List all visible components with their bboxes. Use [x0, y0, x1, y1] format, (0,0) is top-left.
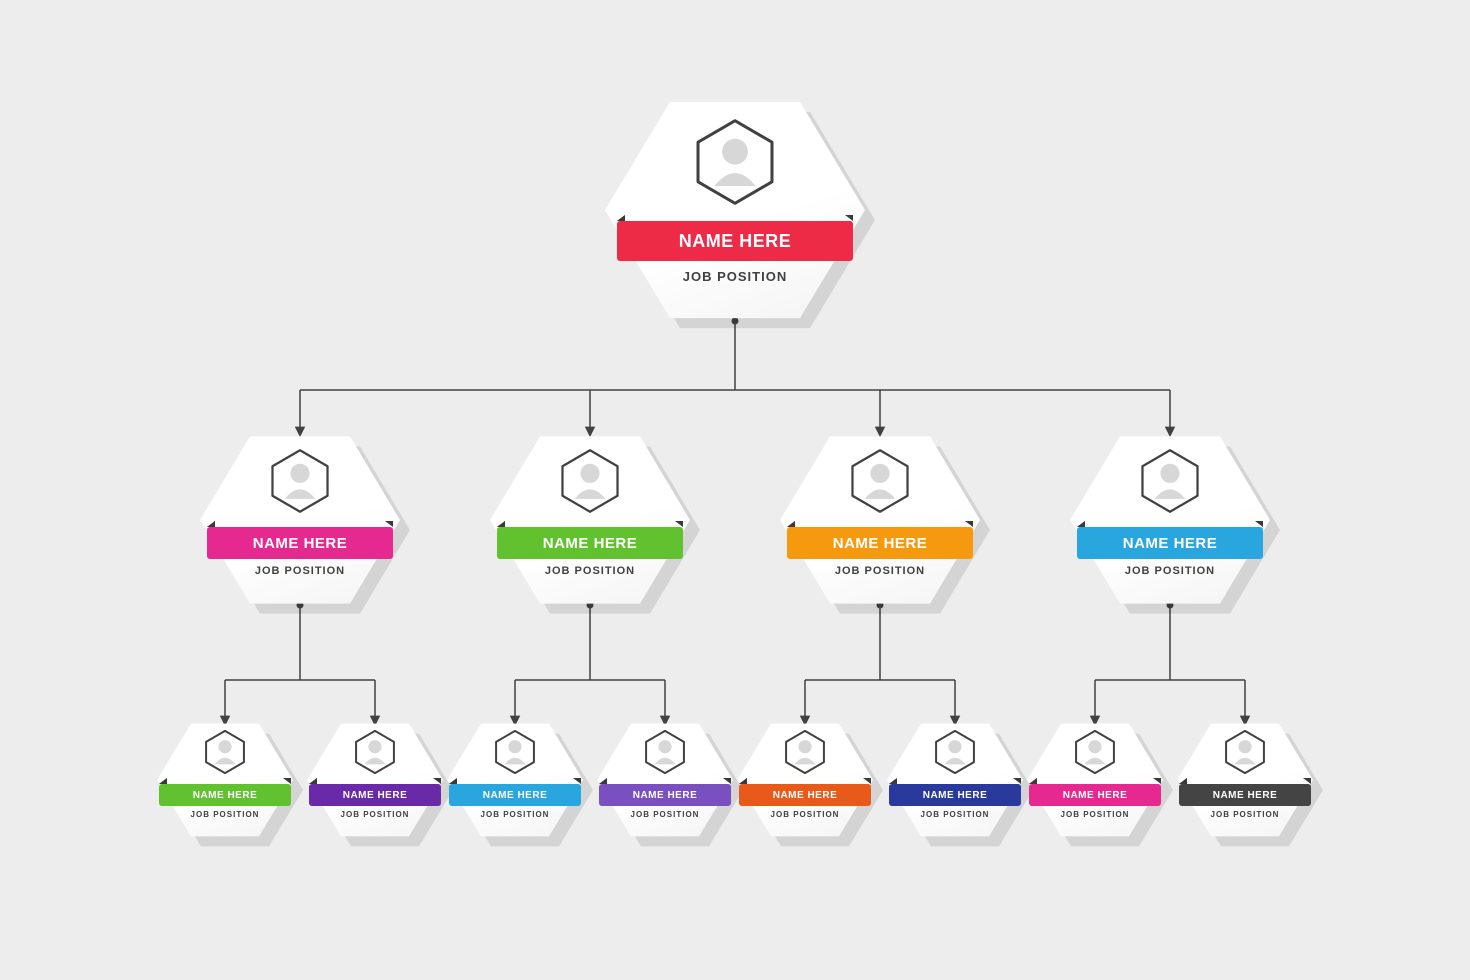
avatar-icon [848, 449, 912, 518]
job-position-label: JOB POSITION [481, 810, 550, 819]
avatar-icon [1138, 449, 1202, 518]
org-node: NAME HERE JOB POSITION [447, 720, 583, 840]
org-node: NAME HERE JOB POSITION [157, 720, 293, 840]
job-position-label: JOB POSITION [835, 565, 925, 577]
org-node: NAME HERE JOB POSITION [307, 720, 443, 840]
avatar-icon [268, 449, 332, 518]
org-node: NAME HERE JOB POSITION [597, 720, 733, 840]
avatar-icon [643, 730, 687, 779]
job-position-label: JOB POSITION [771, 810, 840, 819]
job-position-label: JOB POSITION [921, 810, 990, 819]
org-chart: NAME HERE JOB POSITION NAME HERE JOB POSIT… [0, 0, 1470, 980]
avatar-icon [203, 730, 247, 779]
job-position-label: JOB POSITION [1061, 810, 1130, 819]
org-node: NAME HERE JOB POSITION [780, 431, 980, 609]
org-node: NAME HERE JOB POSITION [1027, 720, 1163, 840]
name-ribbon: NAME HERE [617, 221, 853, 261]
avatar-icon [493, 730, 537, 779]
job-position-label: JOB POSITION [683, 269, 787, 284]
avatar-icon [353, 730, 397, 779]
org-node: NAME HERE JOB POSITION [737, 720, 873, 840]
avatar-icon [933, 730, 977, 779]
name-ribbon: NAME HERE [309, 784, 441, 806]
avatar-icon [692, 119, 778, 210]
avatar-icon [783, 730, 827, 779]
name-ribbon: NAME HERE [1077, 527, 1263, 559]
job-position-label: JOB POSITION [1211, 810, 1280, 819]
org-node: NAME HERE JOB POSITION [1177, 720, 1313, 840]
name-ribbon: NAME HERE [889, 784, 1021, 806]
job-position-label: JOB POSITION [255, 565, 345, 577]
name-ribbon: NAME HERE [1179, 784, 1311, 806]
name-ribbon: NAME HERE [449, 784, 581, 806]
job-position-label: JOB POSITION [1125, 565, 1215, 577]
name-ribbon: NAME HERE [1029, 784, 1161, 806]
job-position-label: JOB POSITION [545, 565, 635, 577]
name-ribbon: NAME HERE [207, 527, 393, 559]
org-node: NAME HERE JOB POSITION [1070, 431, 1270, 609]
org-node: NAME HERE JOB POSITION [200, 431, 400, 609]
name-ribbon: NAME HERE [787, 527, 973, 559]
name-ribbon: NAME HERE [599, 784, 731, 806]
avatar-icon [1223, 730, 1267, 779]
org-node: NAME HERE JOB POSITION [605, 95, 865, 325]
org-node: NAME HERE JOB POSITION [887, 720, 1023, 840]
name-ribbon: NAME HERE [739, 784, 871, 806]
avatar-icon [1073, 730, 1117, 779]
job-position-label: JOB POSITION [631, 810, 700, 819]
name-ribbon: NAME HERE [159, 784, 291, 806]
job-position-label: JOB POSITION [191, 810, 260, 819]
org-node: NAME HERE JOB POSITION [490, 431, 690, 609]
job-position-label: JOB POSITION [341, 810, 410, 819]
name-ribbon: NAME HERE [497, 527, 683, 559]
avatar-icon [558, 449, 622, 518]
